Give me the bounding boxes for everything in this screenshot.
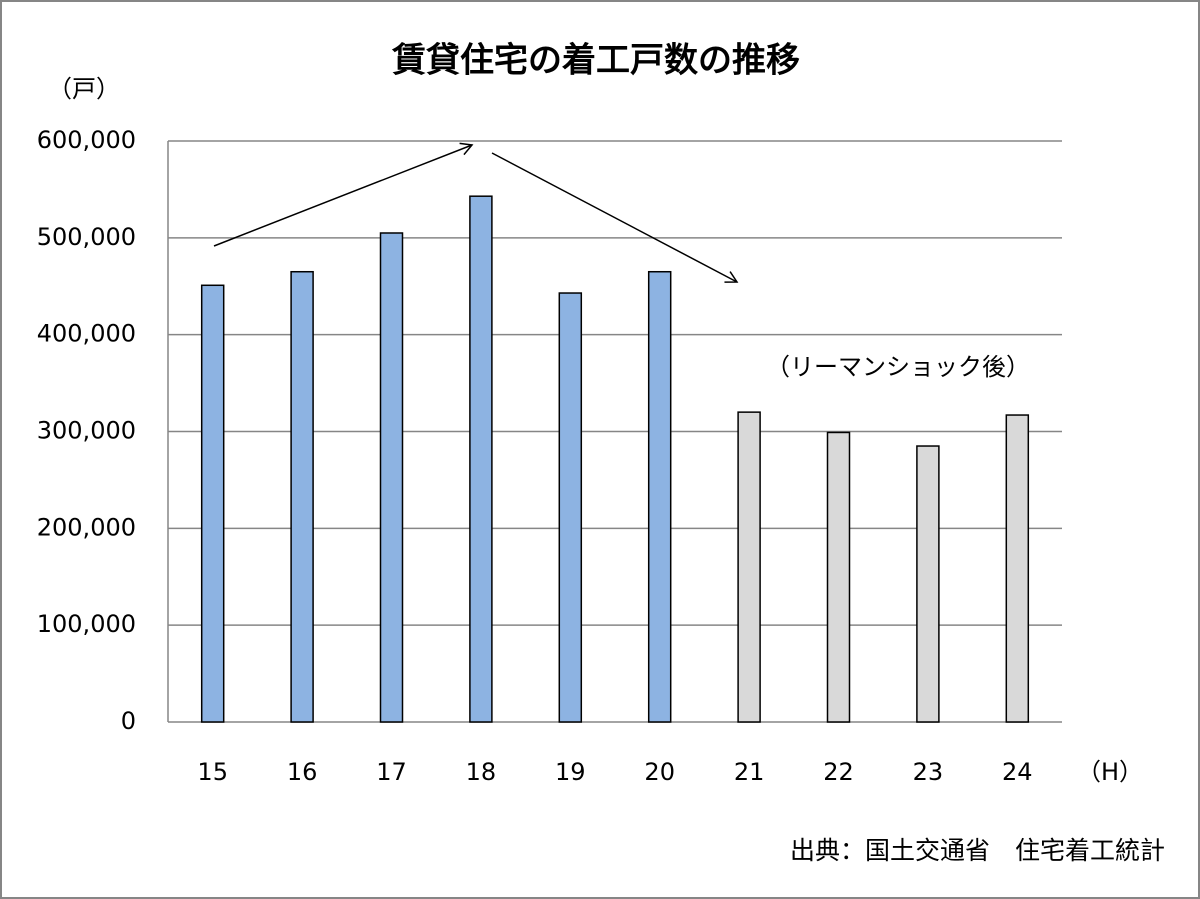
y-tick-label: 200,000 [37,513,136,541]
bar [200,284,225,723]
plot-area: 0 100,000 200,000 300,000 400,000 500,000 600,… [37,126,1062,786]
y-tick-label: 100,000 [37,610,136,638]
bar [558,292,583,723]
x-tick-label: 24 [1002,758,1033,786]
x-tick-label: 15 [197,758,228,786]
x-tick-label: 21 [734,758,765,786]
x-tick-label: 16 [287,758,318,786]
bar [737,411,761,723]
x-unit: （H） [1077,758,1143,786]
x-tick-label: 22 [823,758,854,786]
y-tick-label: 0 [121,707,136,735]
bar [647,270,672,723]
x-tick-label: 18 [466,758,497,786]
x-tick-label: 19 [555,758,586,786]
x-tick-label: 20 [644,758,675,786]
bar [826,431,851,723]
y-unit: （戸） [48,75,120,103]
y-tick-label: 300,000 [37,417,136,445]
trend-arrow-down [491,152,739,283]
trend-arrow-up [213,142,474,247]
bar [916,445,940,723]
source: 出典：国土交通省 住宅着工統計 [790,836,1165,865]
bar [469,195,493,723]
x-tick-label: 23 [913,758,944,786]
y-tick-label: 500,000 [37,223,136,251]
bar [379,232,404,723]
x-tick-label: 17 [376,758,407,786]
y-tick-label: 400,000 [37,320,136,348]
annotation: （リーマンショック後） [766,353,1030,381]
y-tick-label: 600,000 [37,126,136,154]
chart-title: 賃貸住宅の着工戸数の推移 [391,41,800,81]
bar [1005,414,1030,723]
bar [290,270,314,723]
